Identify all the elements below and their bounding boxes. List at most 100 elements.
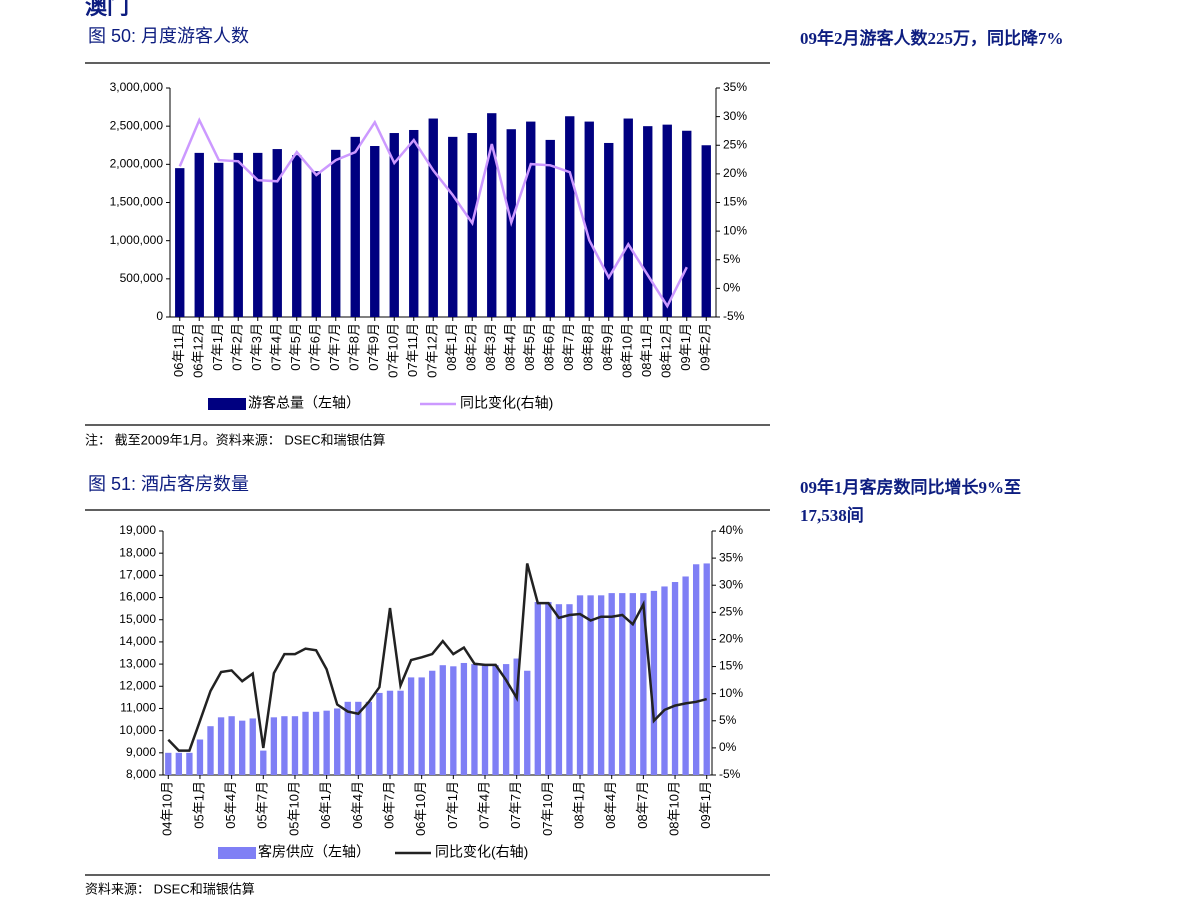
bar: [703, 563, 710, 775]
y-tick-label: 0: [156, 309, 163, 323]
x-tick-label: 07年4月: [269, 323, 284, 371]
bar: [565, 116, 575, 317]
bar: [281, 716, 288, 775]
y-tick-label: 19,000: [119, 523, 156, 537]
x-tick-label: 08年5月: [522, 323, 537, 371]
bar: [302, 711, 309, 775]
bar: [623, 118, 633, 318]
y2-tick-label: 15%: [723, 195, 747, 209]
bar: [555, 604, 563, 775]
bar: [175, 752, 183, 775]
bar: [409, 129, 419, 317]
legend-label: 同比变化(右轴): [435, 844, 528, 860]
bar: [682, 130, 692, 317]
x-tick-label: 09年1月: [698, 781, 713, 829]
y-tick-label: 13,000: [119, 656, 156, 670]
bar: [376, 692, 383, 775]
bar: [196, 739, 204, 775]
x-tick-label: 08年1月: [571, 781, 586, 829]
y2-tick-label: 5%: [723, 252, 741, 266]
bar: [355, 701, 362, 775]
x-tick-label: 06年4月: [350, 781, 365, 829]
x-tick-label: 08年7月: [561, 323, 576, 371]
bar: [662, 124, 672, 317]
y2-tick-label: 5%: [719, 713, 737, 727]
y2-tick-label: 35%: [723, 80, 747, 94]
y-tick-label: 12,000: [119, 678, 156, 692]
y2-tick-label: 25%: [719, 605, 743, 619]
y-tick-label: 18,000: [119, 545, 156, 559]
y2-tick-label: 10%: [723, 223, 747, 237]
x-tick-label: 06年11月: [171, 323, 186, 377]
x-tick-label: 09年2月: [698, 323, 713, 371]
bar: [692, 564, 700, 775]
bar: [439, 665, 446, 775]
x-tick-label: 07年9月: [366, 323, 381, 371]
y-tick-label: 1,000,000: [110, 233, 164, 247]
x-tick-label: 07年12月: [425, 323, 440, 378]
note: 注： 截至2009年1月。资料来源： DSEC和瑞银估算: [85, 432, 386, 447]
bar: [249, 718, 256, 775]
bar: [260, 750, 267, 775]
bar: [272, 149, 282, 317]
y-tick-label: 2,500,000: [110, 118, 164, 132]
y2-tick-label: 40%: [719, 523, 743, 537]
bar: [502, 664, 510, 775]
y2-tick-label: 10%: [719, 686, 743, 700]
bar: [365, 701, 373, 775]
bar: [566, 604, 573, 775]
y2-tick-label: 0%: [719, 740, 737, 754]
x-tick-label: 08年2月: [464, 323, 479, 371]
y2-tick-label: 15%: [719, 659, 743, 673]
y-tick-label: 500,000: [120, 271, 164, 285]
x-tick-label: 08年6月: [542, 323, 557, 371]
bar: [597, 595, 605, 775]
bar: [545, 139, 555, 317]
x-tick-label: 08年7月: [635, 781, 650, 829]
line: [167, 563, 708, 752]
bar: [418, 677, 425, 775]
bar: [661, 586, 668, 775]
bar: [513, 658, 520, 775]
note: 资料来源： DSEC和瑞银估算: [85, 881, 255, 896]
bar: [207, 726, 214, 775]
bar: [186, 752, 193, 775]
bar: [682, 576, 689, 775]
legend-swatch: [208, 398, 246, 410]
y2-tick-label: 20%: [723, 166, 747, 180]
y2-tick-label: -5%: [719, 767, 741, 781]
x-tick-label: 07年10月: [540, 781, 555, 836]
bar: [671, 582, 679, 775]
bar: [331, 149, 341, 317]
bar: [386, 690, 394, 775]
bar: [524, 670, 531, 775]
side-note: 09年2月游客人数225万，同比降7%: [800, 28, 1064, 48]
bar: [334, 708, 341, 775]
bar: [429, 670, 436, 775]
y-tick-label: 11,000: [120, 701, 156, 715]
x-tick-label: 07年7月: [508, 781, 523, 829]
bar: [350, 136, 360, 317]
y2-tick-label: 0%: [723, 281, 741, 295]
y-tick-label: 15,000: [119, 612, 156, 626]
y-tick-label: 1,500,000: [110, 195, 164, 209]
bar: [701, 145, 711, 317]
y2-tick-label: 30%: [723, 109, 747, 123]
line: [178, 117, 688, 309]
x-tick-label: 04年10月: [160, 781, 175, 836]
y-tick-label: 14,000: [119, 634, 156, 648]
bar: [194, 152, 204, 317]
y-tick-label: 9,000: [126, 745, 156, 759]
x-tick-label: 05年4月: [223, 781, 238, 829]
bar: [608, 593, 615, 775]
bar: [311, 171, 321, 317]
side-note: 17,538间: [800, 505, 864, 525]
bar: [487, 113, 497, 317]
x-tick-label: 07年10月: [386, 323, 401, 378]
bar: [407, 677, 415, 775]
y-tick-label: 3,000,000: [110, 80, 164, 94]
bar: [323, 710, 330, 775]
x-tick-label: 06年10月: [413, 781, 428, 836]
bar: [397, 690, 404, 775]
bar: [233, 152, 243, 317]
